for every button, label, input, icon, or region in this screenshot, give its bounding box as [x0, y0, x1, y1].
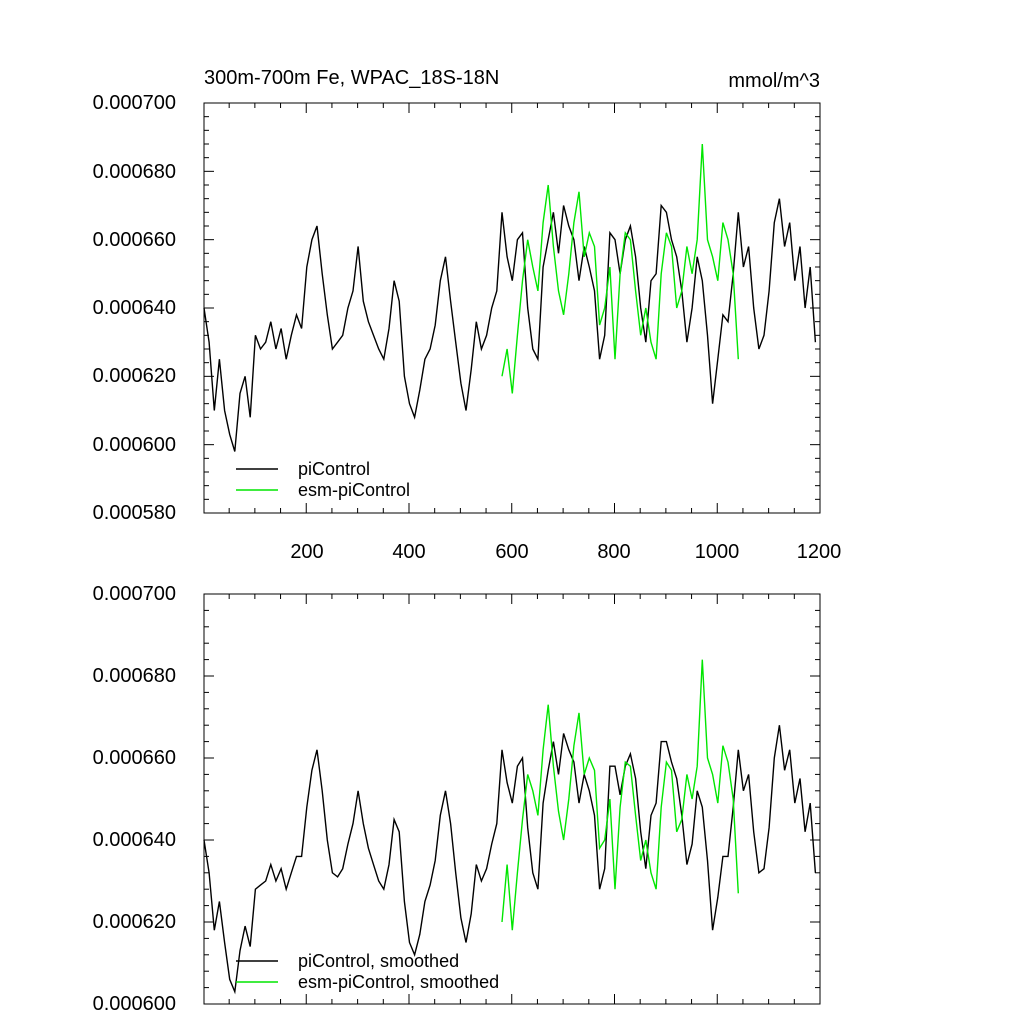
top-xtick-label-1: 400: [392, 541, 425, 563]
bottom-legend-label-picontrol-smoothed: piControl, smoothed: [298, 951, 459, 971]
top-xtick-label-5: 1200: [797, 541, 842, 563]
top-ytick-label-3: 0.000640: [93, 297, 176, 319]
top-xtick-label-2: 600: [495, 541, 528, 563]
top-xtick-label-3: 800: [597, 541, 630, 563]
bottom-ytick-label-2: 0.000640: [93, 829, 176, 851]
bottom-ytick-label-5: 0.000700: [93, 583, 176, 605]
top-plot-frame: [203, 102, 821, 514]
bottom-ytick-label-3: 0.000660: [93, 747, 176, 769]
top-series-esm-picontrol-line: [501, 143, 739, 394]
bottom-series-esm-picontrol-smoothed-line: [501, 659, 739, 931]
bottom-ytick-label-4: 0.000680: [93, 665, 176, 687]
top-chart-title: 300m-700m Fe, WPAC_18S-18N: [204, 67, 499, 89]
top-panel: 300m-700m Fe, WPAC_18S-18N mmol/m^3 0.00…: [93, 67, 842, 563]
bottom-series-picontrol-smoothed-line: [203, 725, 817, 995]
top-ytick-label-0: 0.000580: [93, 502, 176, 524]
top-ytick-label-4: 0.000660: [93, 229, 176, 251]
top-series-picontrol-line: [203, 198, 817, 452]
top-legend-label-esm-picontrol: esm-piControl: [298, 480, 410, 500]
top-ytick-label-6: 0.000700: [93, 92, 176, 114]
bottom-ytick-label-0: 0.000600: [93, 993, 176, 1015]
top-legend-label-picontrol: piControl: [298, 459, 370, 479]
bottom-ticks: [204, 593, 821, 1005]
top-chart-units: mmol/m^3: [728, 70, 820, 92]
bottom-legend-label-esm-picontrol-smoothed: esm-piControl, smoothed: [298, 972, 499, 992]
top-ytick-label-2: 0.000620: [93, 365, 176, 387]
top-ticks: [204, 102, 821, 514]
top-xtick-label-4: 1000: [695, 541, 740, 563]
top-ytick-label-5: 0.000680: [93, 161, 176, 183]
bottom-plot-frame: [203, 593, 821, 1005]
top-xtick-label-0: 200: [290, 541, 323, 563]
bottom-ytick-label-1: 0.000620: [93, 911, 176, 933]
top-ytick-label-1: 0.000600: [93, 434, 176, 456]
bottom-panel: 0.000600 0.000620 0.000640 0.000660 0.00…: [93, 583, 821, 1015]
